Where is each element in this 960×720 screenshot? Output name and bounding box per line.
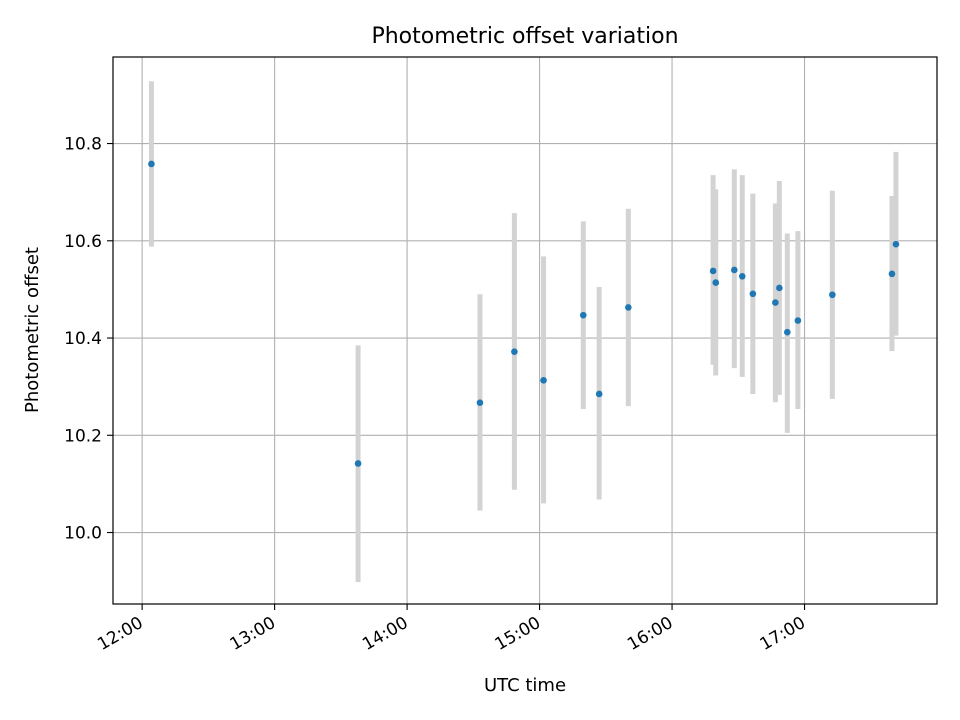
chart-title: Photometric offset variation (371, 24, 678, 49)
y-tick-label: 10.0 (64, 524, 102, 544)
y-tick-label: 10.6 (64, 232, 102, 252)
y-axis-label: Photometric offset (22, 247, 43, 413)
data-point (784, 328, 791, 336)
data-points (148, 160, 900, 467)
y-tick-label: 10.2 (64, 426, 102, 446)
y-tick-label: 10.4 (64, 329, 102, 349)
data-point (731, 266, 738, 274)
data-point (579, 311, 587, 319)
data-point (892, 240, 900, 248)
data-point (476, 399, 484, 407)
data-point (738, 272, 746, 280)
x-axis-label: UTC time (484, 675, 566, 696)
data-point (829, 291, 836, 299)
data-point (888, 270, 896, 278)
data-point (709, 267, 717, 275)
y-tick-label: 10.8 (64, 135, 102, 155)
y-axis-ticks: 10.0 10.2 10.4 10.6 10.8 (64, 135, 113, 544)
data-point (595, 390, 603, 398)
data-point (794, 317, 802, 324)
plot-frame (112, 56, 938, 605)
data-point (354, 460, 362, 467)
data-point (625, 304, 632, 311)
data-point (511, 348, 518, 355)
data-point (712, 279, 720, 286)
data-point (540, 377, 547, 384)
data-point (772, 299, 779, 306)
data-point (749, 290, 757, 298)
data-point (148, 160, 155, 168)
data-point (776, 284, 783, 292)
